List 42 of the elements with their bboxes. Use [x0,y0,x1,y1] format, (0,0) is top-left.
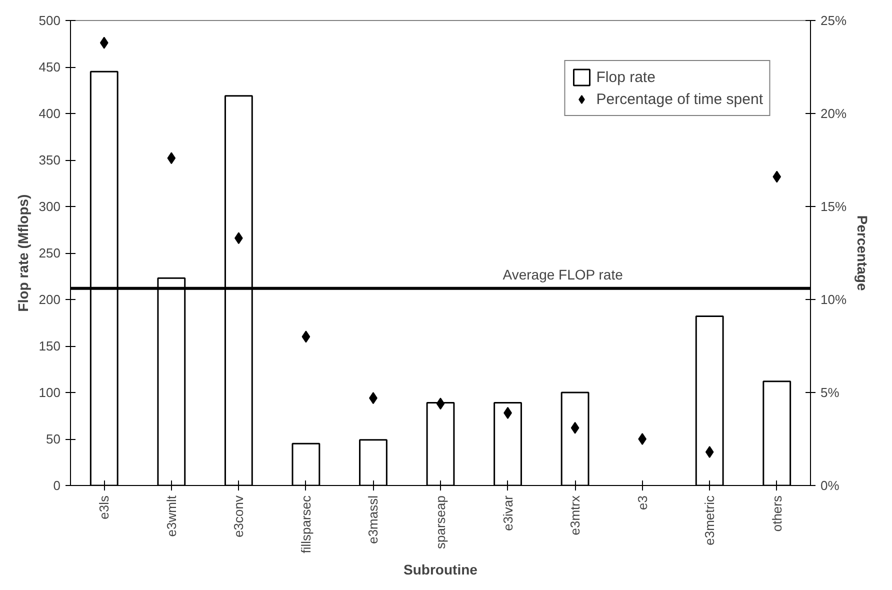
x-tick-label: e3mtrx [568,495,583,536]
point [638,433,646,445]
x-tick-label: e3ivar [500,494,516,531]
y-tick-label: 200 [38,292,61,307]
legend-label: Percentage of time spent [596,90,763,108]
x-tick-label: e3metric [702,495,718,546]
y-tick-label: 250 [38,246,61,260]
point [570,422,580,434]
y-tick-label: 50 [46,432,61,446]
x-tick-label: e3wmlt [164,495,179,537]
y2-tick-label: 0% [820,478,840,493]
y-axis-title: Flop rate (Mflops) [14,194,31,312]
y2-tick-label: 25% [820,13,847,28]
x-tick-label: e3ls [96,495,112,520]
y-tick-label: 500 [38,13,61,28]
x-tick-label: others [769,495,784,532]
y2-axis-title: Percentage [854,215,871,291]
y-tick-label: 400 [38,106,61,121]
y2-tick-label: 20% [820,106,847,121]
legend-label: Flop rate [596,68,656,86]
y-tick-label: 350 [38,152,61,168]
y-tick-label: 0 [53,478,61,493]
x-tick-label: e3 [634,495,650,510]
x-tick-label: sparseap [433,495,448,549]
point [772,170,782,183]
x-tick-label: fillsparsec [298,495,314,554]
y2-tick-label: 15% [820,199,847,214]
y-tick-label: 300 [38,199,61,214]
x-axis-title: Subroutine [404,561,478,578]
point [705,446,714,458]
y-tick-label: 150 [38,338,61,354]
point [436,398,445,410]
x-tick-label: e3conv [231,495,246,538]
point [100,36,108,49]
y-tick-label: 100 [38,385,61,400]
y2-tick-label: 5% [820,385,840,400]
x-tick-label: e3massl [366,495,381,544]
point [302,330,310,343]
y-tick-label: 450 [38,60,61,74]
point [167,152,176,164]
y2-tick-label: 10% [820,292,847,307]
ref-line-label: Average FLOP rate [502,266,624,282]
